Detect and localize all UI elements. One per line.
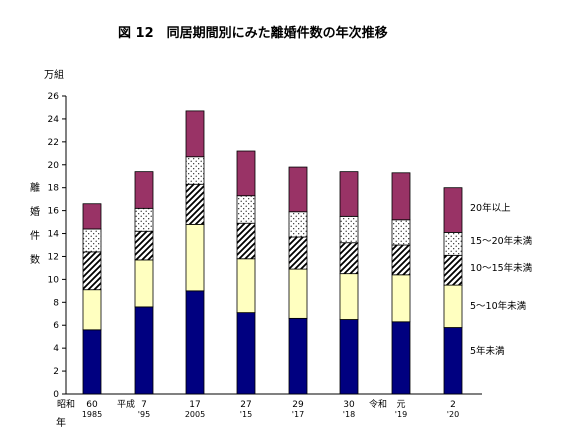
x-tick-label: 29 [292, 400, 304, 410]
x-tick-label-year: 1985 [82, 410, 102, 419]
legend: 5年未満 5～10年未満 10～15年未満 15～20年未満 20年以上 [470, 202, 533, 357]
x-tick-label-year: '15 [240, 410, 252, 419]
x-tick-label: 60 [86, 400, 98, 410]
x-tick-label: 2 [450, 400, 456, 410]
bars [82, 110, 463, 395]
bar-segment-ge20 [134, 171, 154, 209]
bar-segment-ge20 [443, 187, 463, 233]
y-tick-label: 12 [48, 252, 59, 262]
x-tick-label-year: 2005 [185, 410, 205, 419]
legend-item: 5年未満 [470, 345, 505, 357]
bar-segment-lt5 [391, 321, 411, 395]
bar-segment-lt5 [236, 312, 256, 395]
bar-segment-15to20 [236, 195, 256, 224]
bar-segment-10to15 [339, 242, 359, 275]
bar-segment-lt5 [134, 306, 154, 395]
bar-segment-5to10 [288, 268, 308, 319]
bar-segment-10to15 [82, 251, 102, 291]
bar-stack [82, 203, 102, 395]
x-tick-label: 27 [240, 400, 251, 410]
bar-segment-lt5 [82, 329, 102, 395]
y-tick-label: 4 [53, 344, 59, 354]
bar-segment-5to10 [339, 273, 359, 320]
y-tick-label: 14 [48, 230, 60, 240]
x-era-label: 昭和 [57, 399, 75, 410]
bar-segment-5to10 [391, 274, 411, 323]
x-tick-label-year: '18 [343, 410, 355, 419]
x-tick-label: 30 [343, 400, 355, 410]
y-tick-label: 26 [48, 92, 60, 102]
bar-segment-5to10 [236, 258, 256, 314]
bar-segment-15to20 [288, 211, 308, 238]
legend-item: 10～15年未満 [470, 262, 533, 274]
x-tick-label: 17 [189, 400, 200, 410]
bar-segment-ge20 [391, 172, 411, 221]
x-tick-label: 7 [141, 400, 147, 410]
bar-segment-15to20 [391, 219, 411, 246]
bar-segment-10to15 [185, 183, 205, 225]
bar-segment-15to20 [134, 207, 154, 232]
bar-segment-10to15 [443, 254, 463, 286]
y-axis-label-char: 婚 [30, 205, 40, 218]
y-tick-label: 6 [53, 321, 59, 331]
bar-stack [391, 172, 411, 395]
y-tick-label: 8 [53, 298, 59, 308]
bar-segment-ge20 [339, 171, 359, 217]
bar-segment-5to10 [185, 223, 205, 292]
bar-stack [339, 171, 359, 395]
bar-segment-lt5 [288, 317, 308, 395]
x-era-label: 令和 [369, 398, 387, 410]
x-tick-label-year: '17 [292, 410, 304, 419]
y-axis-label: 離婚件数 [30, 181, 40, 266]
y-tick-label: 16 [48, 207, 60, 217]
bar-segment-lt5 [185, 290, 205, 395]
bar-segment-10to15 [134, 230, 154, 261]
bar-segment-10to15 [236, 222, 256, 260]
bar-stack [443, 187, 463, 395]
y-tick-label: 22 [48, 138, 59, 148]
x-axis-label: 年 [56, 416, 66, 429]
bar-segment-5to10 [443, 284, 463, 328]
x-tick-label: 元 [396, 400, 405, 410]
x-tick-label-year: '20 [447, 410, 459, 419]
bar-segment-ge20 [236, 150, 256, 197]
bar-segment-ge20 [185, 110, 205, 158]
legend-item: 15～20年未満 [470, 235, 533, 247]
bar-stack [134, 171, 154, 395]
bar-stack [236, 150, 256, 395]
bar-segment-5to10 [134, 259, 154, 308]
y-tick-label: 2 [53, 367, 59, 377]
y-axis-label-char: 数 [30, 253, 40, 266]
bar-segment-15to20 [82, 228, 102, 253]
x-era-label: 平成 [117, 398, 135, 410]
y-axis-label-char: 離 [30, 181, 40, 194]
bar-segment-10to15 [288, 236, 308, 270]
bar-segment-15to20 [339, 215, 359, 244]
bar-segment-15to20 [443, 231, 463, 256]
x-tick-label-year: '95 [138, 410, 150, 419]
y-tick-label: 20 [48, 161, 60, 171]
y-axis-label-char: 件 [30, 230, 40, 242]
bar-stack [185, 110, 205, 395]
legend-item: 5～10年未満 [470, 300, 527, 312]
bar-segment-5to10 [82, 289, 102, 331]
y-tick-label: 18 [48, 184, 60, 194]
bar-segment-10to15 [391, 244, 411, 276]
y-tick-label: 0 [53, 390, 59, 400]
bar-segment-15to20 [185, 156, 205, 185]
chart-title: 図 12 同居期間別にみた離婚件数の年次推移 [118, 25, 388, 41]
bar-segment-lt5 [339, 319, 359, 395]
bar-segment-ge20 [288, 166, 308, 213]
x-tick-label-year: '19 [395, 410, 407, 419]
bar-segment-ge20 [82, 203, 102, 230]
y-tick-label: 24 [48, 115, 60, 125]
bar-stack [288, 166, 308, 395]
y-tick-label: 10 [48, 275, 60, 285]
bar-segment-lt5 [443, 327, 463, 395]
legend-item: 20年以上 [470, 202, 511, 214]
y-unit-label: 万組 [44, 68, 64, 81]
